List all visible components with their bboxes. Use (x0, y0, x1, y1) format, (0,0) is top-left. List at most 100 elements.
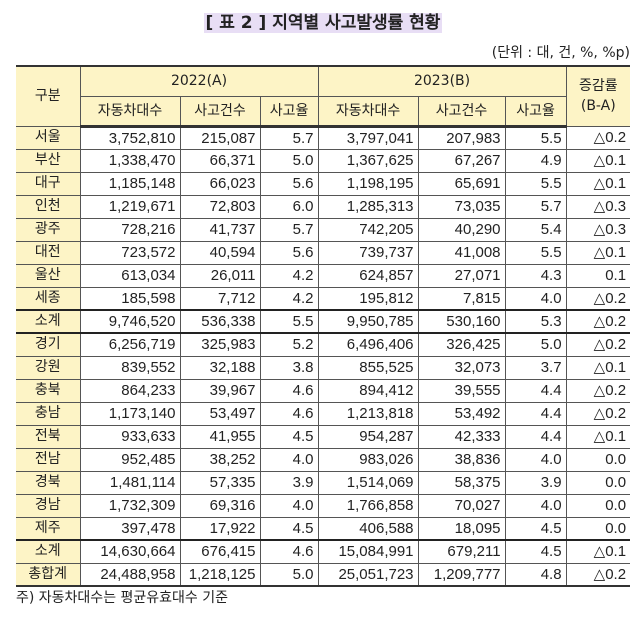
cell-accidents-2022: 32,188 (179, 355, 261, 380)
table-row: 서울 3,752,810 215,087 5.7 3,797,041 207,983 5.5… (16, 125, 631, 150)
cell-accidents-2022: 38,252 (179, 447, 261, 472)
cell-rate-2022: 6.0 (259, 194, 319, 219)
cell-vehicles-2022: 1,219,671 (79, 194, 181, 219)
cell-region: 소계 (16, 309, 81, 334)
cell-region: 충남 (16, 401, 81, 426)
table-row: 울산 613,034 26,011 4.2 624,857 27,071 4.3 0.1 (16, 263, 631, 288)
header-2023: 2023(B) (317, 65, 567, 97)
cell-accidents-2023: 70,027 (417, 493, 506, 518)
cell-rate-2023: 4.4 (504, 424, 567, 449)
cell-rate-2023: 5.5 (504, 125, 567, 150)
cell-vehicles-2022: 864,233 (79, 378, 181, 403)
cell-vehicles-2022: 613,034 (79, 263, 181, 288)
cell-rate-2023: 4.0 (504, 447, 567, 472)
cell-region: 울산 (16, 263, 81, 288)
cell-region: 인천 (16, 194, 81, 219)
cell-region: 대전 (16, 240, 81, 265)
cell-change: △0.2 (565, 286, 631, 311)
cell-accidents-2022: 215,087 (179, 125, 261, 150)
cell-region: 경기 (16, 332, 81, 357)
cell-accidents-2023: 326,425 (417, 332, 506, 357)
cell-rate-2023: 4.3 (504, 263, 567, 288)
cell-accidents-2022: 536,338 (179, 309, 261, 334)
cell-vehicles-2023: 624,857 (317, 263, 419, 288)
header-rate-a: 사고율 (259, 95, 319, 128)
cell-accidents-2022: 57,335 (179, 470, 261, 495)
cell-change: △0.1 (565, 539, 631, 564)
cell-vehicles-2023: 406,588 (317, 516, 419, 541)
cell-vehicles-2023: 9,950,785 (317, 309, 419, 334)
cell-accidents-2023: 207,983 (417, 125, 506, 150)
cell-accidents-2022: 7,712 (179, 286, 261, 311)
header-vehicles-b: 자동차대수 (317, 95, 419, 128)
document: [ 표 2 ] 지역별 사고발생률 현황 (단위 : 대, 건, %, %p) … (16, 13, 631, 606)
cell-vehicles-2023: 742,205 (317, 217, 419, 242)
cell-accidents-2022: 26,011 (179, 263, 261, 288)
cell-vehicles-2022: 9,746,520 (79, 309, 181, 334)
table-row: 충남 1,173,140 53,497 4.6 1,213,818 53,492 4.4 △0… (16, 401, 631, 426)
cell-change: △0.2 (565, 378, 631, 403)
cell-rate-2022: 4.5 (259, 424, 319, 449)
table-row: 경북 1,481,114 57,335 3.9 1,514,069 58,375 3.9 0.… (16, 470, 631, 495)
cell-accidents-2023: 27,071 (417, 263, 506, 288)
cell-rate-2022: 4.6 (259, 539, 319, 564)
cell-rate-2022: 4.0 (259, 447, 319, 472)
table-row: 광주 728,216 41,737 5.7 742,205 40,290 5.4 △0.3 (16, 217, 631, 242)
cell-rate-2023: 5.4 (504, 217, 567, 242)
cell-rate-2022: 4.2 (259, 263, 319, 288)
cell-accidents-2023: 73,035 (417, 194, 506, 219)
table-row: 총합계 24,488,958 1,218,125 5.0 25,051,723 1,209… (16, 562, 631, 587)
cell-change: △0.1 (565, 171, 631, 196)
cell-accidents-2022: 53,497 (179, 401, 261, 426)
cell-region: 소계 (16, 539, 81, 564)
header-vehicles-a: 자동차대수 (79, 95, 181, 128)
cell-change: △0.1 (565, 424, 631, 449)
cell-change: 0.0 (565, 516, 631, 541)
cell-change: 0.0 (565, 493, 631, 518)
table-row: 전남 952,485 38,252 4.0 983,026 38,836 4.0 0.0 (16, 447, 631, 472)
cell-vehicles-2022: 14,630,664 (79, 539, 181, 564)
cell-rate-2023: 5.5 (504, 240, 567, 265)
cell-vehicles-2022: 1,338,470 (79, 148, 181, 173)
cell-region: 서울 (16, 125, 81, 150)
cell-vehicles-2023: 1,198,195 (317, 171, 419, 196)
cell-rate-2022: 5.7 (259, 217, 319, 242)
cell-accidents-2023: 39,555 (417, 378, 506, 403)
cell-accidents-2023: 65,691 (417, 171, 506, 196)
table-row: 전북 933,633 41,955 4.5 954,287 42,333 4.4 △0.1 (16, 424, 631, 449)
cell-vehicles-2022: 1,732,309 (79, 493, 181, 518)
cell-accidents-2023: 1,209,777 (417, 562, 506, 587)
cell-rate-2022: 4.5 (259, 516, 319, 541)
cell-rate-2023: 5.5 (504, 171, 567, 196)
cell-accidents-2022: 72,803 (179, 194, 261, 219)
cell-change: △0.2 (565, 401, 631, 426)
cell-vehicles-2023: 954,287 (317, 424, 419, 449)
cell-vehicles-2023: 15,084,991 (317, 539, 419, 564)
cell-accidents-2022: 66,371 (179, 148, 261, 173)
cell-accidents-2023: 67,267 (417, 148, 506, 173)
cell-rate-2022: 5.2 (259, 332, 319, 357)
header-accidents-a: 사고건수 (179, 95, 261, 128)
table-row: 세종 185,598 7,712 4.2 195,812 7,815 4.0 △0.2 (16, 286, 631, 311)
unit-label: (단위 : 대, 건, %, %p) (491, 45, 630, 61)
cell-vehicles-2022: 839,552 (79, 355, 181, 380)
cell-region: 부산 (16, 148, 81, 173)
cell-accidents-2023: 7,815 (417, 286, 506, 311)
cell-region: 충북 (16, 378, 81, 403)
table-row: 제주 397,478 17,922 4.5 406,588 18,095 4.5 0.0 (16, 516, 631, 541)
cell-rate-2022: 4.2 (259, 286, 319, 311)
cell-rate-2023: 4.8 (504, 562, 567, 587)
cell-rate-2022: 3.9 (259, 470, 319, 495)
cell-vehicles-2023: 983,026 (317, 447, 419, 472)
cell-region: 세종 (16, 286, 81, 311)
cell-vehicles-2022: 728,216 (79, 217, 181, 242)
cell-vehicles-2022: 1,185,148 (79, 171, 181, 196)
cell-rate-2023: 4.0 (504, 286, 567, 311)
cell-change: △0.2 (565, 332, 631, 357)
cell-region: 전북 (16, 424, 81, 449)
cell-accidents-2022: 69,316 (179, 493, 261, 518)
cell-rate-2022: 5.0 (259, 562, 319, 587)
footnote: 주) 자동차대수는 평균유효대수 기준 (16, 590, 229, 606)
cell-region: 총합계 (16, 562, 81, 587)
cell-accidents-2022: 40,594 (179, 240, 261, 265)
